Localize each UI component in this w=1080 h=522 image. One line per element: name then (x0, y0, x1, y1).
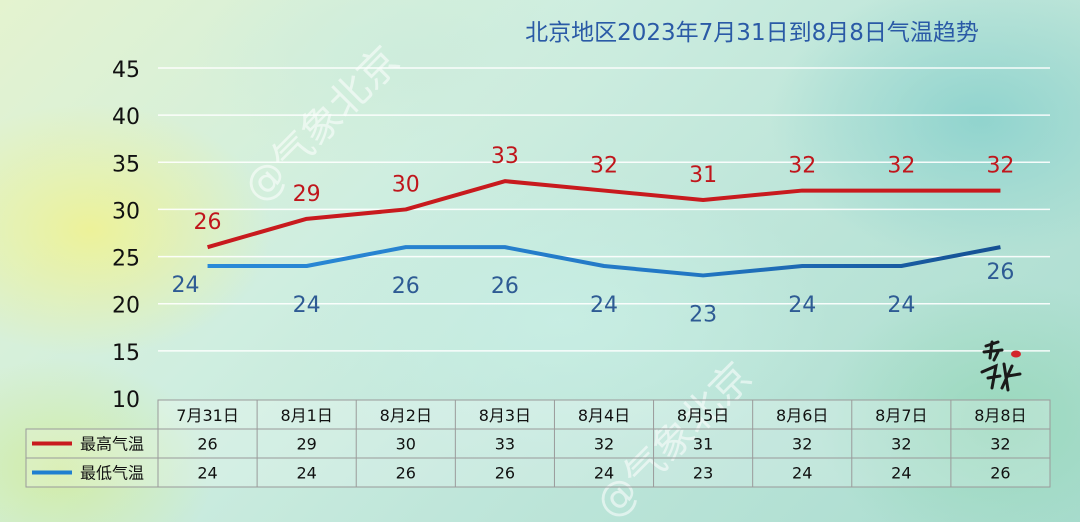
data-label-high: 31 (689, 163, 717, 188)
data-label-high: 26 (194, 210, 222, 235)
table-value: 31 (693, 435, 713, 454)
y-tick-label: 10 (112, 388, 140, 413)
data-label-high: 32 (887, 154, 915, 179)
y-tick-label: 20 (112, 294, 140, 319)
table-category-label: 8月5日 (677, 406, 729, 425)
grid-lines (158, 67, 1050, 352)
data-label-high: 32 (590, 154, 618, 179)
table-category-label: 8月2日 (380, 406, 432, 425)
table-category-label: 8月8日 (974, 406, 1026, 425)
table-value: 32 (792, 435, 812, 454)
table-value: 24 (594, 464, 614, 483)
table-category-label: 8月1日 (280, 406, 332, 425)
series-line-low (207, 245, 1001, 278)
data-table: 7月31日 8月1日 8月2日 8月3日 8月4日 8月5日 8月6日 8月7日 8月8日最高气… (25, 399, 1051, 488)
data-label-high: 29 (293, 182, 321, 207)
series-lines (207, 179, 1001, 278)
data-label-high: 30 (392, 172, 420, 197)
legend-label: 最高气温 (80, 435, 144, 454)
table-category-label: 7月31日 (176, 406, 239, 425)
table-value: 24 (792, 464, 812, 483)
y-tick-label: 35 (112, 152, 140, 177)
table-value: 26 (396, 464, 416, 483)
series-line-high (207, 179, 1001, 250)
y-axis-ticks: 10 15 20 25 30 35 40 45 (112, 58, 140, 413)
table-value: 26 (197, 435, 217, 454)
y-tick-label: 30 (112, 199, 140, 224)
data-label-high: 33 (491, 144, 519, 169)
data-label-low: 23 (689, 302, 717, 327)
table-value: 32 (594, 435, 614, 454)
y-tick-label: 25 (112, 247, 140, 272)
data-label-high: 32 (788, 154, 816, 179)
data-label-low: 26 (392, 274, 420, 299)
table-value: 29 (296, 435, 316, 454)
data-label-low: 24 (788, 293, 816, 318)
table-value: 24 (197, 464, 217, 483)
data-label-low: 24 (887, 293, 915, 318)
table-value: 26 (495, 464, 515, 483)
data-label-low: 26 (491, 274, 519, 299)
table-value: 30 (396, 435, 416, 454)
table-category-label: 8月4日 (578, 406, 630, 425)
table-value: 26 (990, 464, 1010, 483)
table-category-label: 8月6日 (776, 406, 828, 425)
seal-stamp (980, 340, 1022, 392)
data-label-low: 24 (590, 293, 618, 318)
data-labels: 26 29 30 33 32 31 32 32 32 24 24 26 26 24 23 24 24 26 (172, 144, 1015, 327)
data-label-low: 26 (986, 260, 1014, 285)
data-label-high: 32 (986, 154, 1014, 179)
table-value: 24 (891, 464, 911, 483)
data-label-low: 24 (172, 273, 200, 298)
chart-title: 北京地区2023年7月31日到8月8日气温趋势 (525, 20, 979, 46)
table-value: 32 (891, 435, 911, 454)
table-value: 33 (495, 435, 515, 454)
table-value: 23 (693, 464, 713, 483)
legend-label: 最低气温 (80, 464, 144, 483)
y-tick-label: 45 (112, 58, 140, 83)
table-value: 24 (296, 464, 316, 483)
data-label-low: 24 (293, 293, 321, 318)
table-category-label: 8月7日 (875, 406, 927, 425)
table-value: 32 (990, 435, 1010, 454)
table-category-label: 8月3日 (479, 406, 531, 425)
y-tick-label: 40 (112, 105, 140, 130)
y-tick-label: 15 (112, 341, 140, 366)
